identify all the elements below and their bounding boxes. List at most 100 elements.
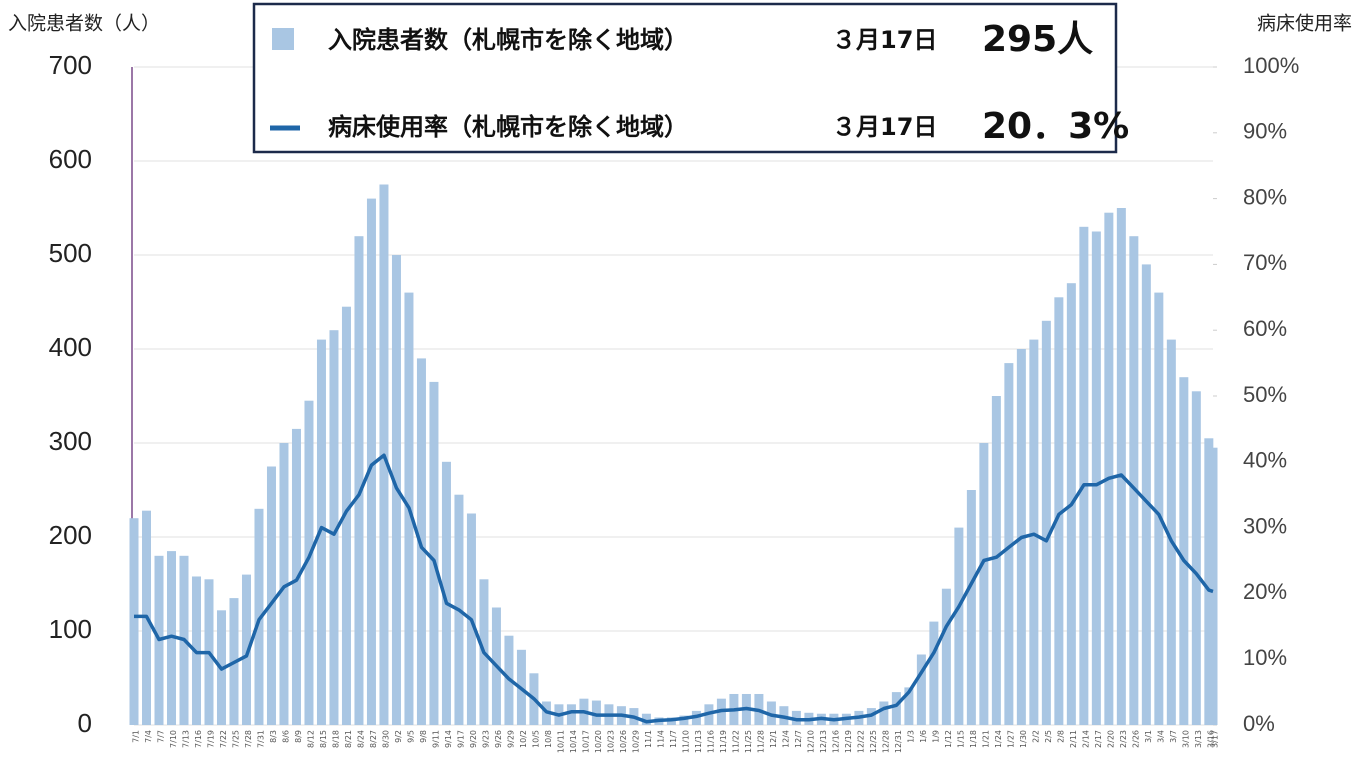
bar	[1004, 363, 1014, 725]
bar	[679, 715, 689, 725]
bar	[1041, 320, 1051, 725]
x-tick-label: 12/28	[881, 730, 890, 753]
x-tick-label: 8/27	[369, 730, 378, 748]
x-tick-label: 9/20	[469, 730, 478, 748]
legend-value: 295人	[982, 19, 1093, 60]
y2-tick-label: 100%	[1243, 53, 1299, 78]
x-tick-label: 3/7	[1169, 730, 1178, 743]
bar	[916, 654, 926, 725]
x-tick-label: 12/13	[819, 730, 828, 753]
x-tick-label: 1/24	[994, 730, 1003, 748]
x-tick-label: 7/10	[169, 730, 178, 748]
x-tick-label: 12/25	[869, 730, 878, 753]
x-tick-label: 7/28	[244, 730, 253, 748]
x-tick-label: 11/25	[744, 730, 753, 753]
y2-tick-label: 90%	[1243, 119, 1287, 144]
x-tick-label: 11/7	[669, 730, 678, 748]
y-tick-label: 600	[49, 144, 92, 174]
legend-date: ３月17日	[832, 113, 937, 141]
x-tick-label: 11/19	[719, 730, 728, 753]
bar	[366, 198, 376, 726]
x-tick-label: 2/11	[1069, 730, 1078, 748]
bar	[1154, 292, 1164, 725]
x-tick-label: 9/2	[394, 730, 403, 743]
x-tick-label: 1/27	[1006, 730, 1015, 748]
x-tick-label: 9/8	[419, 730, 428, 743]
x-tick-label: 11/28	[756, 730, 765, 753]
x-tick-label: 7/19	[206, 730, 215, 748]
bar	[929, 621, 939, 725]
bar	[1129, 236, 1139, 725]
x-tick-label: 12/4	[781, 730, 790, 748]
bar	[1208, 447, 1218, 725]
x-tick-label: 2/17	[1094, 730, 1103, 748]
bar	[891, 692, 901, 725]
x-tick-label: 3/1	[1144, 730, 1153, 743]
bar	[1054, 297, 1064, 725]
y2-tick-label: 10%	[1243, 645, 1287, 670]
x-tick-label: 1/15	[956, 730, 965, 748]
bar	[129, 518, 139, 725]
legend-date: ３月17日	[832, 26, 937, 54]
x-tick-label: 3/4	[1156, 730, 1165, 743]
x-tick-label: 10/5	[531, 730, 540, 748]
x-tick-label: 9/5	[406, 730, 415, 743]
x-tick-label: 11/10	[681, 730, 690, 753]
x-tick-label: 12/31	[894, 730, 903, 753]
x-tick-label: 9/29	[506, 730, 515, 748]
y2-tick-label: 50%	[1243, 382, 1287, 407]
bar	[241, 574, 251, 725]
x-tick-label: 7/16	[194, 730, 203, 748]
x-tick-label: 3/13	[1194, 730, 1203, 748]
y-tick-label: 300	[49, 426, 92, 456]
y2-tick-label: 70%	[1243, 250, 1287, 275]
bar	[354, 236, 364, 725]
x-tick-label: 8/18	[331, 730, 340, 748]
x-tick-label: 8/21	[344, 730, 353, 748]
x-tick-label: 7/1	[132, 730, 141, 743]
plot: 0 100 200 300 400 500 600 700 0% 10% 20% 30% 40% 50% 6…	[49, 50, 1300, 753]
x-tick-label: 11/4	[656, 730, 665, 748]
x-tick-label: 8/24	[356, 730, 365, 748]
x-tick-label: 8/12	[306, 730, 315, 748]
bar	[441, 461, 451, 725]
bar	[279, 443, 289, 725]
bar	[904, 687, 914, 725]
bar	[1091, 231, 1101, 725]
x-tick-label: 10/26	[619, 730, 628, 753]
y-tick-label: 200	[49, 520, 92, 550]
x-tick-label: 1/6	[919, 730, 928, 743]
y2-tick-label: 0%	[1243, 711, 1275, 736]
x-tick-label: 10/17	[581, 730, 590, 753]
bar	[1116, 208, 1126, 725]
y-axis-title: 入院患者数（人）	[8, 13, 160, 35]
x-tick-label: 9/23	[481, 730, 490, 748]
y-tick-label: 700	[49, 50, 92, 80]
bar	[1179, 377, 1189, 725]
x-tick-label: 3/16	[1206, 730, 1215, 748]
y-tick-label: 100	[49, 614, 92, 644]
x-tick-label: 11/1	[644, 730, 653, 748]
bar	[941, 588, 951, 725]
x-tick-label: 10/2	[519, 730, 528, 748]
bar	[641, 713, 651, 725]
line	[134, 453, 1214, 724]
legend-label: 入院患者数（札幌市を除く地域）	[328, 26, 688, 54]
bar	[166, 551, 176, 725]
legend-label: 病床使用率（札幌市を除く地域）	[328, 113, 688, 141]
x-tick-label: 2/8	[1056, 730, 1065, 743]
x-tick-label: 3/10	[1181, 730, 1190, 748]
x-tick-label: 8/3	[269, 730, 278, 743]
legend-value: 20．3%	[982, 106, 1129, 147]
x-tick-label: 8/30	[381, 730, 390, 748]
y-tick-label: 500	[49, 238, 92, 268]
y2-tick-label: 60%	[1243, 316, 1287, 341]
x-tick-label: 12/16	[831, 730, 840, 753]
x-tick-label: 2/14	[1081, 730, 1090, 748]
bar	[566, 704, 576, 725]
x-tick-label: 1/9	[931, 730, 940, 743]
x-tick-label: 1/30	[1019, 730, 1028, 748]
x-tick-label: 7/13	[181, 730, 190, 748]
bar	[266, 466, 276, 725]
y2-tick-label: 40%	[1243, 448, 1287, 473]
